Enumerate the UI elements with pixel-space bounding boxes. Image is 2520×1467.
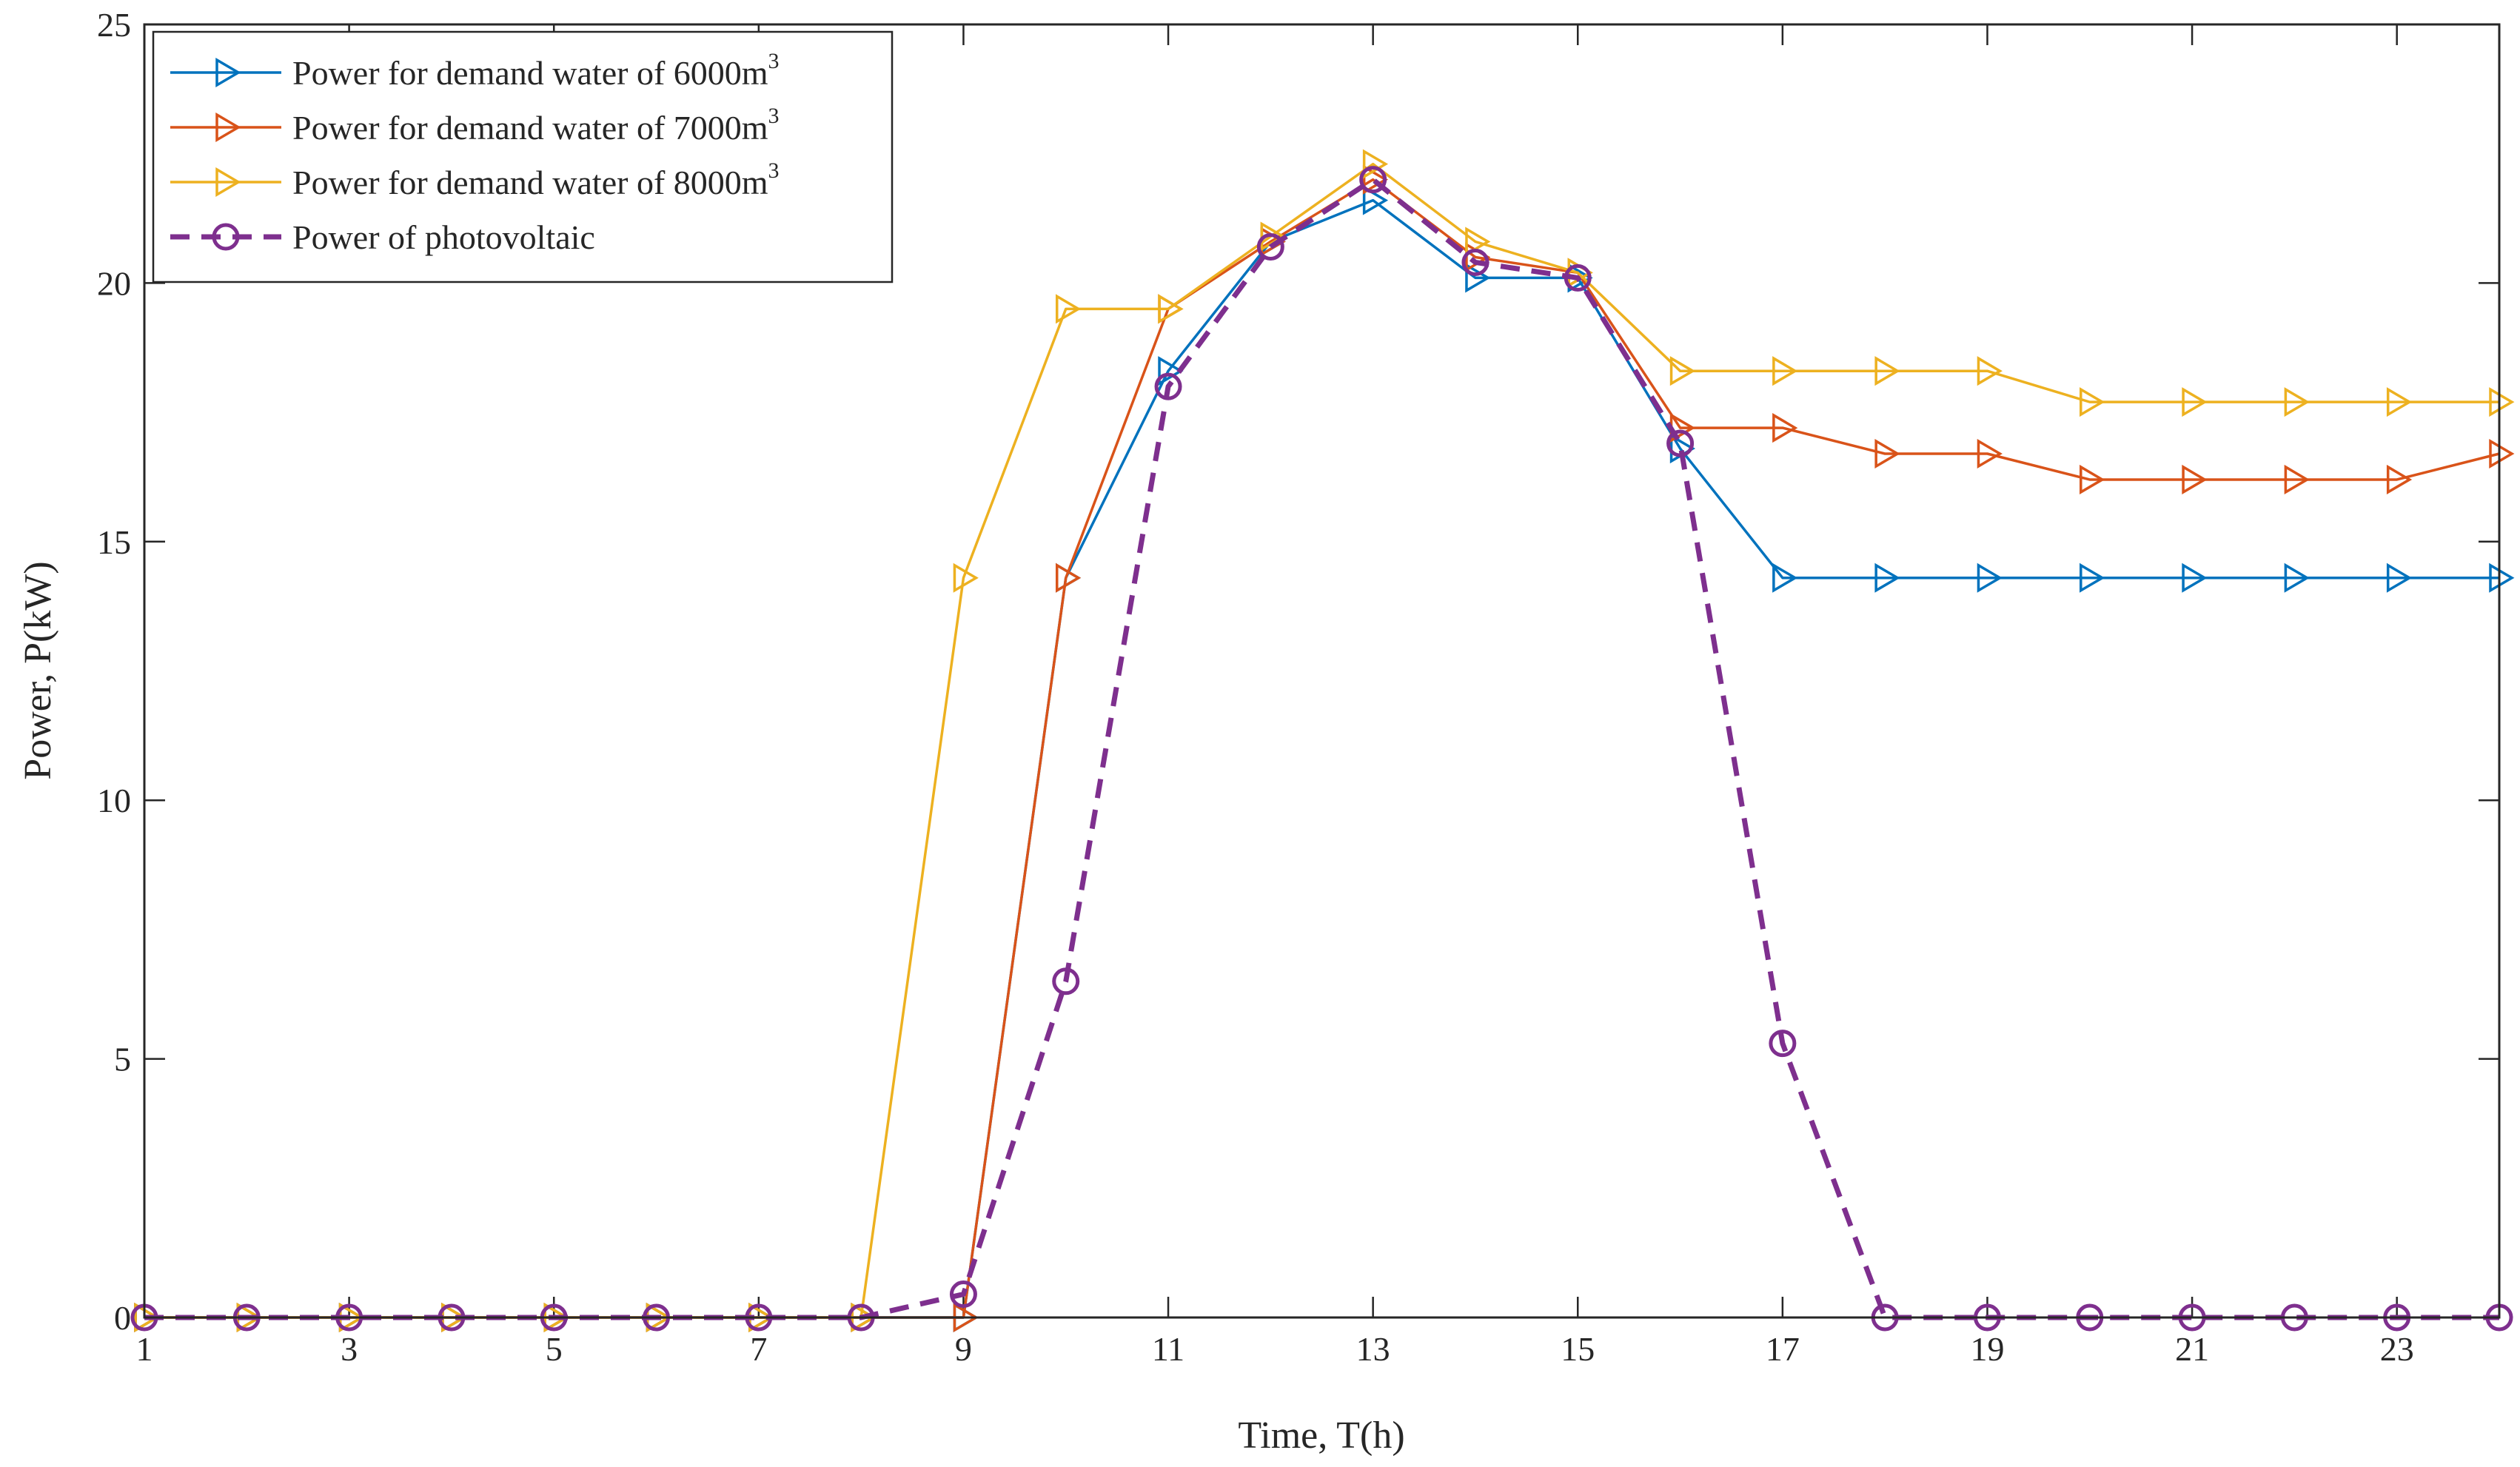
series-4-point <box>1154 372 1182 400</box>
series-1-point <box>2080 563 2105 593</box>
series-3-point <box>1055 294 1082 324</box>
y-tick-label: 5 <box>114 1041 131 1078</box>
series-4-point <box>1359 166 1387 194</box>
series-1-point <box>2386 563 2413 593</box>
legend-label: Power for demand water of 7000m3 <box>292 104 780 147</box>
series-4-point <box>1666 429 1695 457</box>
series-2-point <box>1977 438 2003 469</box>
x-tick-label: 17 <box>1766 1330 1800 1368</box>
series-1-point <box>2182 563 2208 593</box>
legend-label-text: Power for demand water of 6000m <box>292 54 768 92</box>
series-3-point <box>2182 387 2208 417</box>
y-tick-label: 10 <box>97 782 131 819</box>
series-2-point <box>1772 413 1798 443</box>
legend-label-text: Power for demand water of 7000m <box>292 109 768 147</box>
series-3-point <box>1465 226 1491 257</box>
y-tick-label: 15 <box>97 523 131 561</box>
series-4-point <box>1461 248 1489 276</box>
series-4-point <box>1256 232 1284 261</box>
series-3-point <box>2489 387 2515 417</box>
x-tick-label: 23 <box>2380 1330 2414 1368</box>
legend-label-text: Power of photovoltaic <box>292 218 595 256</box>
y-tick-label: 0 <box>114 1299 131 1337</box>
series-1-point <box>1772 563 1798 593</box>
plot-frame <box>143 23 2501 1319</box>
series-1-point <box>1874 563 1900 593</box>
x-tick-label: 3 <box>341 1330 358 1368</box>
x-tick-label: 19 <box>1970 1330 2004 1368</box>
series-3-point <box>2386 387 2413 417</box>
y-axis-label: Power, P(kW) <box>17 561 59 779</box>
legend-swatch-marker <box>212 223 240 251</box>
series-3-point <box>1362 149 1389 179</box>
x-axis-label: Time, T(h) <box>1238 1414 1404 1457</box>
x-tick-label: 1 <box>136 1330 153 1368</box>
legend-swatch-marker <box>215 112 241 143</box>
series-1-point <box>1977 563 2003 593</box>
legend-entry-1: Power for demand water of 6000m3 <box>170 49 780 92</box>
series-3-point <box>2080 387 2105 417</box>
series-2-point <box>2182 464 2208 494</box>
series-2-point <box>2386 464 2413 494</box>
series-3-point <box>1669 356 1696 386</box>
x-tick-label: 21 <box>2175 1330 2209 1368</box>
series-4-point <box>1564 263 1592 292</box>
x-tick-label: 5 <box>546 1330 563 1368</box>
legend-entry-4: Power of photovoltaic <box>170 218 595 256</box>
legend-label-superscript: 3 <box>768 49 780 73</box>
series-1-point <box>1465 263 1491 293</box>
legend-label-text: Power for demand water of 8000m <box>292 164 768 201</box>
series-3-point <box>953 563 979 593</box>
legend-entry-3: Power for demand water of 8000m3 <box>170 158 780 201</box>
x-tick-label: 9 <box>955 1330 972 1368</box>
legend-swatch-marker <box>215 167 241 198</box>
x-tick-label: 15 <box>1561 1330 1595 1368</box>
series-4-point <box>1769 1030 1797 1058</box>
series-2-point <box>1362 164 1389 195</box>
series-1-point <box>1362 185 1389 215</box>
x-tick-label: 11 <box>1152 1330 1184 1368</box>
legend-label: Power for demand water of 6000m3 <box>292 49 780 92</box>
series-2-point <box>2080 464 2105 494</box>
legend-swatch-marker <box>215 57 241 88</box>
y-tick-label: 25 <box>97 6 131 44</box>
series-4-point <box>1052 967 1080 996</box>
x-tick-label: 13 <box>1356 1330 1390 1368</box>
y-tick-label: 20 <box>97 264 131 302</box>
series-2-point <box>1874 438 1900 469</box>
series-3-point <box>134 1302 160 1333</box>
series-1-point <box>2489 563 2515 593</box>
series-3-point <box>1158 294 1184 324</box>
series-3-point <box>2284 387 2310 417</box>
series-4-point <box>949 1280 977 1309</box>
legend-entry-2: Power for demand water of 7000m3 <box>170 104 780 147</box>
legend-label-superscript: 3 <box>768 158 780 183</box>
series-3-point <box>1772 356 1798 386</box>
series-3-point <box>1874 356 1900 386</box>
x-tick-label: 7 <box>750 1330 767 1368</box>
legend-label: Power of photovoltaic <box>292 218 595 256</box>
legend-label-superscript: 3 <box>768 104 780 128</box>
series-2-point <box>2489 438 2515 469</box>
series-2-point <box>2284 464 2310 494</box>
series-1-point <box>2284 563 2310 593</box>
legend-label: Power for demand water of 8000m3 <box>292 158 780 201</box>
series-2-point <box>1055 563 1082 593</box>
series-1-point <box>1158 356 1184 386</box>
series-3-point <box>1977 356 2003 386</box>
